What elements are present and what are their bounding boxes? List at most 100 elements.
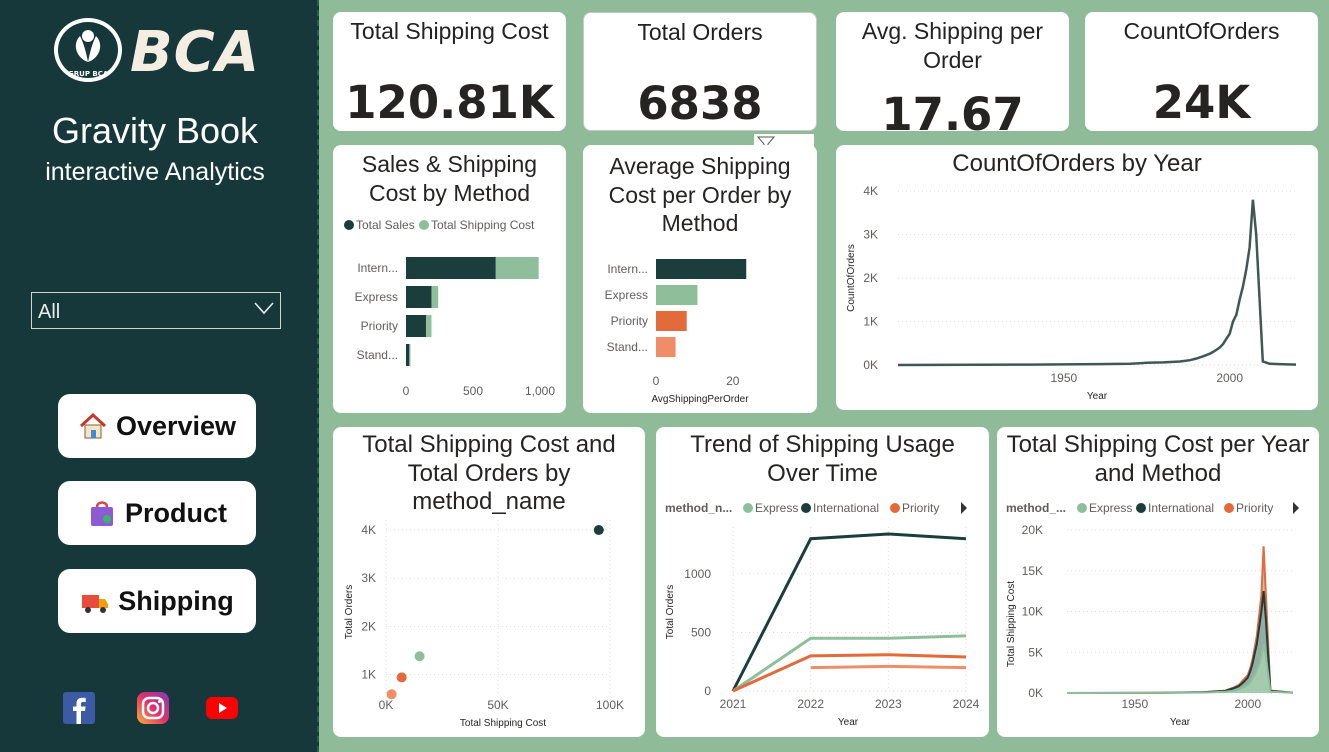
- overview-label: Overview: [115, 410, 237, 441]
- chart-title: CountOfOrders by Year: [952, 150, 1202, 177]
- y-tick-label: 0K: [1028, 686, 1043, 700]
- category-label: Intern...: [357, 261, 398, 275]
- chart-canvas: method_... Express International Priorit…: [1006, 501, 1299, 728]
- chart-trend-usage[interactable]: Trend of Shipping Usage Over Time method…: [656, 427, 989, 737]
- kpi-value: 24K: [1152, 76, 1251, 129]
- overview-button[interactable]: Overview: [58, 394, 256, 458]
- slicer-value: All: [38, 301, 61, 323]
- legend-next-icon[interactable]: [1293, 502, 1299, 514]
- legend-marker: [1136, 503, 1146, 513]
- chart-title: Total Shipping Cost per Year and Method: [1006, 431, 1310, 487]
- chart-count-by-year[interactable]: CountOfOrders by Year Year CountOfOrders…: [836, 145, 1318, 410]
- shopping-bag-icon: [90, 501, 113, 526]
- bca-emblem-icon: [54, 18, 122, 82]
- scatter-point: [396, 672, 407, 683]
- legend-label: Express: [1089, 501, 1132, 515]
- chart-canvas: Total Sales Total Shipping Cost Intern..…: [344, 218, 555, 398]
- legend-marker: [1077, 503, 1087, 513]
- chart-avg-shipping[interactable]: Average Shipping Cost per Order by Metho…: [583, 145, 817, 413]
- kpi-value: 6838: [637, 77, 763, 130]
- bar-total-shipping-cost: [409, 344, 411, 366]
- kpi-title: Total Orders: [637, 19, 763, 45]
- chart-sales-shipping[interactable]: Sales & Shipping Cost by Method Total Sa…: [333, 145, 566, 413]
- bca-logo: GRUP BCA BCA: [54, 18, 264, 86]
- app-subtitle: interactive Analytics: [45, 158, 265, 186]
- chart-cost-per-year[interactable]: Total Shipping Cost per Year and Method …: [997, 427, 1319, 737]
- app-title: Gravity Book: [51, 110, 259, 151]
- kpi-title: CountOfOrders: [1123, 18, 1280, 44]
- x-axis-label: Year: [1087, 391, 1108, 402]
- kpi-total-shipping-cost[interactable]: Total Shipping Cost 120.81K: [333, 12, 566, 131]
- shipping-label: Shipping: [118, 585, 234, 616]
- category-label: Intern...: [607, 262, 648, 276]
- chart-canvas: Year CountOfOrders 0K 1K 2K 3K 4K 1950 2000: [846, 184, 1297, 402]
- scatter-point: [386, 689, 397, 700]
- y-tick-label: 0: [704, 684, 711, 698]
- bar-total-shipping-cost: [431, 286, 439, 308]
- category-label: Express: [605, 288, 648, 302]
- legend-label: Priority: [1236, 501, 1273, 515]
- bar-total-shipping-cost: [426, 315, 432, 337]
- y-tick-label: 15K: [1022, 564, 1043, 578]
- kpi-total-orders[interactable]: Total Orders 6838: [583, 12, 817, 131]
- chart-title: Trend of Shipping Usage Over Time: [690, 431, 955, 487]
- y-tick-label: 3K: [863, 228, 878, 242]
- x-tick-label: 2024: [953, 697, 980, 711]
- product-button[interactable]: Product: [58, 481, 256, 545]
- chart-title: Total Shipping Cost and Total Orders by …: [362, 431, 616, 515]
- house-icon: [79, 412, 106, 439]
- bar-total-sales: [406, 315, 427, 337]
- series-line-international: [731, 532, 967, 692]
- y-tick-label: 2K: [361, 619, 376, 633]
- shipping-button[interactable]: Shipping: [58, 569, 256, 633]
- category-label: Priority: [611, 314, 648, 328]
- bar-total-sales: [406, 344, 410, 366]
- legend-marker: [890, 503, 900, 513]
- legend-title: method_n...: [665, 501, 732, 515]
- chart-cost-vs-orders[interactable]: Total Shipping Cost and Total Orders by …: [333, 427, 645, 737]
- x-tick-label: 0: [653, 374, 660, 388]
- legend-marker: [419, 220, 429, 230]
- bar-total-sales: [406, 286, 432, 308]
- y-tick-label: 20K: [1022, 523, 1043, 537]
- x-tick-label: 1,000: [525, 384, 555, 398]
- x-tick-label: 0: [403, 384, 410, 398]
- kpi-title: Total Shipping Cost: [350, 18, 549, 44]
- legend-marker: [801, 503, 811, 513]
- facebook-icon[interactable]: [63, 692, 95, 724]
- method-slicer[interactable]: All: [31, 292, 281, 329]
- y-tick-label: 4K: [361, 523, 376, 537]
- legend-label: International: [1148, 501, 1214, 515]
- product-label: Product: [124, 497, 227, 528]
- x-tick-label: 100K: [596, 698, 624, 712]
- chart-title: Average Shipping Cost per Order by Metho…: [608, 153, 792, 236]
- kpi-avg-shipping[interactable]: Avg. Shipping per Order 17.67: [836, 12, 1069, 141]
- y-tick-label: 1K: [361, 668, 376, 682]
- youtube-icon[interactable]: [206, 692, 238, 724]
- legend-marker: [743, 503, 753, 513]
- instagram-icon[interactable]: [137, 692, 169, 724]
- y-axis-label: Total Shipping Cost: [1006, 581, 1017, 667]
- y-tick-label: 5K: [1028, 645, 1043, 659]
- x-tick-label: 0K: [379, 698, 394, 712]
- y-axis-label: Total Orders: [344, 585, 355, 639]
- bar-total-sales: [406, 257, 496, 279]
- x-tick-label: 1950: [1050, 371, 1077, 385]
- legend-label: International: [813, 501, 879, 515]
- legend-next-icon[interactable]: [961, 502, 967, 514]
- chart-canvas: Total Shipping Cost Total Orders 1K 2K 3K 4…: [344, 520, 624, 729]
- kpi-title: Avg. Shipping per Order: [861, 18, 1044, 73]
- delivery-truck-icon: [82, 595, 109, 613]
- bar-avg-shipping: [656, 337, 676, 357]
- bar-avg-shipping: [656, 259, 747, 279]
- category-label: Stand...: [357, 348, 398, 362]
- legend-marker: [1224, 503, 1234, 513]
- kpi-count-of-orders[interactable]: CountOfOrders 24K: [1085, 12, 1318, 131]
- x-axis-label: Total Shipping Cost: [460, 718, 546, 729]
- y-tick-label: 0K: [863, 358, 878, 372]
- series-line-count-of-orders: [897, 199, 1297, 367]
- chart-canvas: method_n... Express International Priori…: [665, 501, 980, 728]
- y-tick-label: 1K: [863, 315, 878, 329]
- chart-canvas: AvgShippingPerOrder Intern... Express Prio…: [605, 259, 749, 405]
- logo-text: BCA: [130, 20, 261, 85]
